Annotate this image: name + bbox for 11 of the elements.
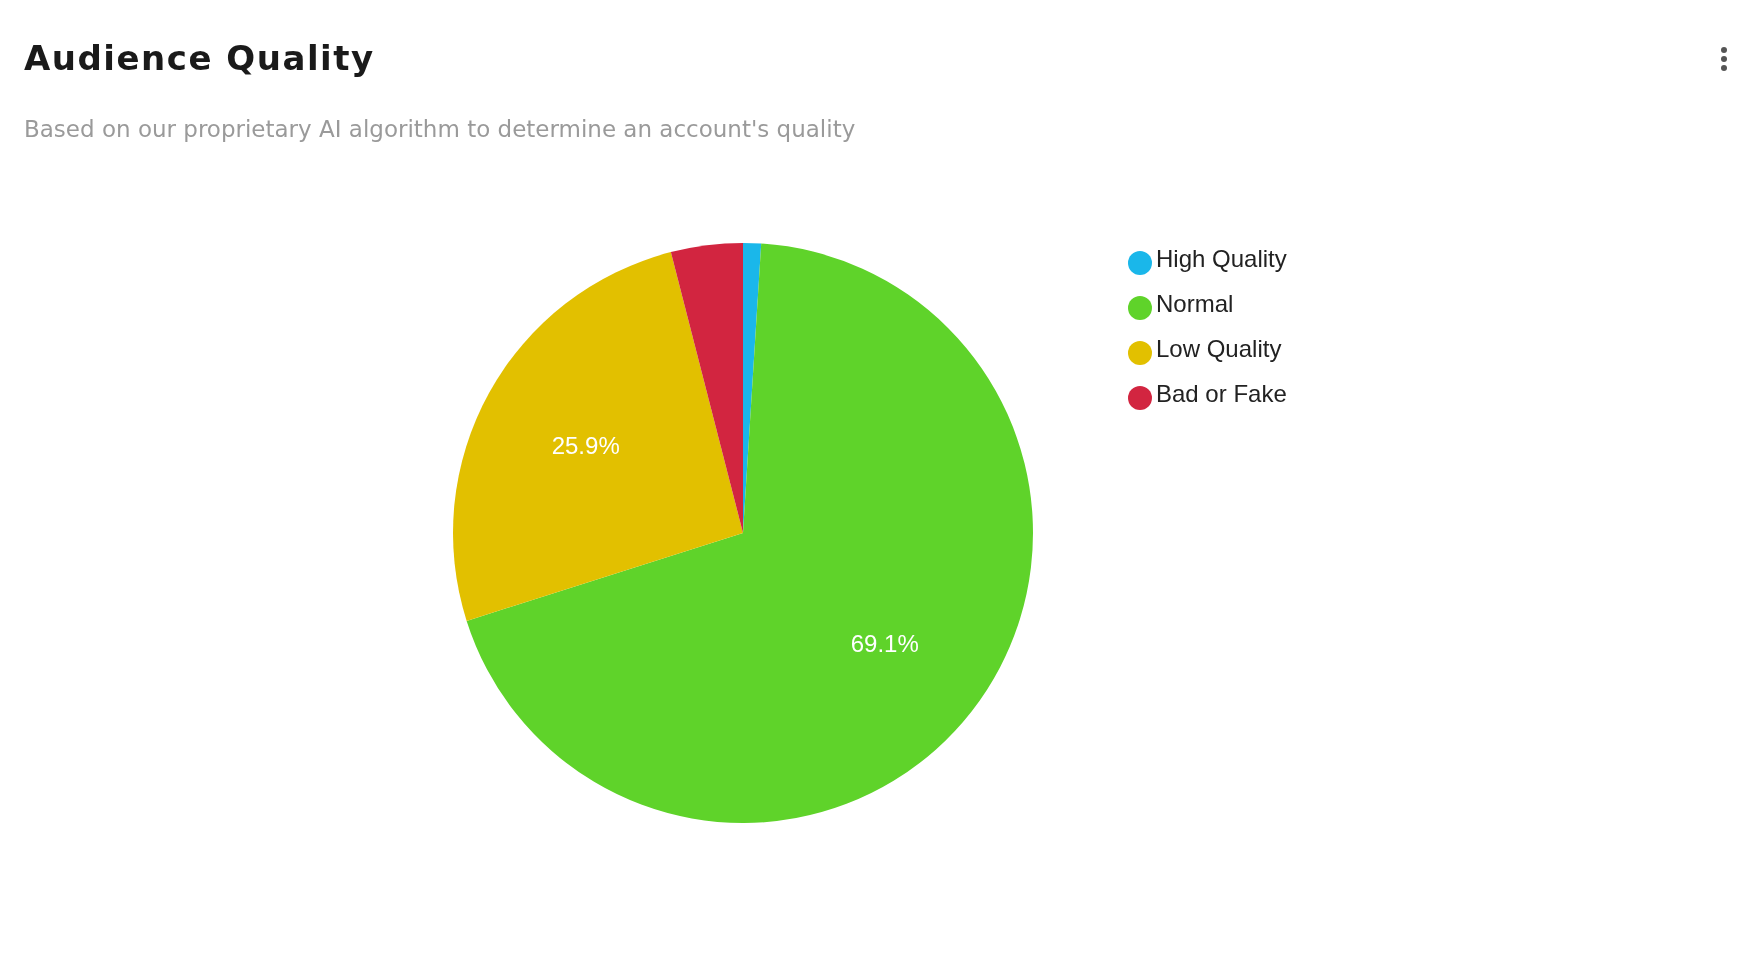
pie-slice — [453, 252, 743, 621]
legend-label: Bad or Fake — [1156, 380, 1287, 407]
chart-title: Audience Quality — [24, 38, 375, 78]
pie-slice — [466, 243, 1033, 823]
chart-subtitle: Based on our proprietary AI algorithm to determine an account's quality — [24, 116, 856, 142]
legend-label: Normal — [1156, 290, 1234, 317]
data-label: 25.9% — [551, 432, 620, 460]
legend-label: Low Quality — [1156, 335, 1282, 362]
pie-slice — [670, 243, 743, 533]
legend-label: High Quality — [1156, 245, 1287, 272]
data-label: 69.1% — [850, 630, 919, 658]
